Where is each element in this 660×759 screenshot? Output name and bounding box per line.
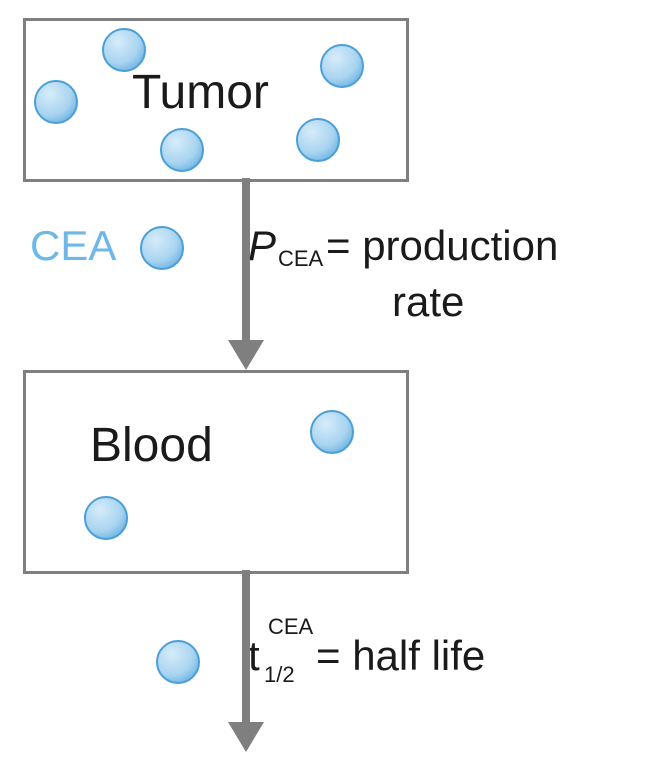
cea-dot-icon [84, 496, 128, 540]
cea-dot-icon [310, 410, 354, 454]
cea-dot-icon [296, 118, 340, 162]
cea-dot-icon [156, 640, 200, 684]
cea-dot-icon [102, 28, 146, 72]
cea-dot-icon [34, 80, 78, 124]
cea-dot-icon [160, 128, 204, 172]
cea-dot-icon [320, 44, 364, 88]
cea-dot-icon [140, 226, 184, 270]
cea-dots-layer [0, 0, 660, 759]
